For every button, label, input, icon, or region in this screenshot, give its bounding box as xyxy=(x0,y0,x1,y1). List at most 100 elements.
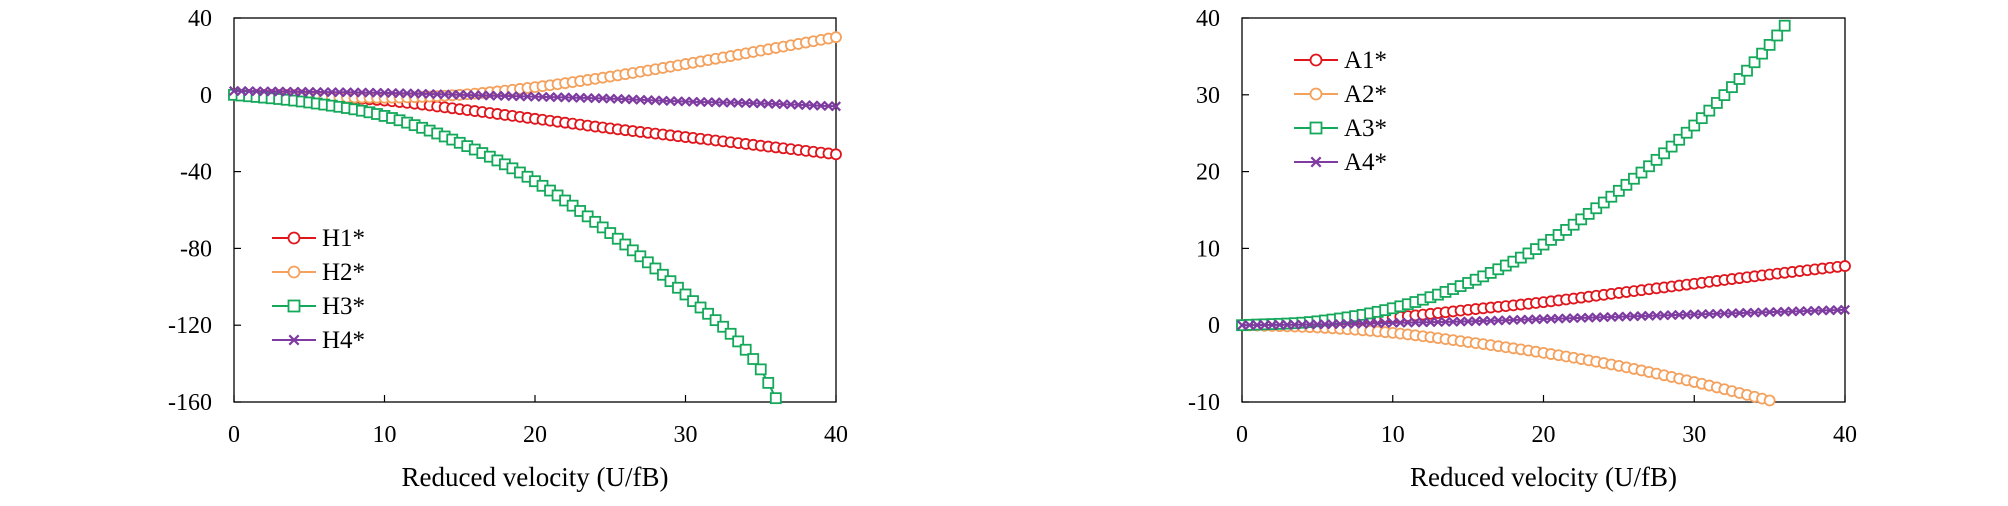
data-point xyxy=(620,94,631,105)
x-tick-label: 20 xyxy=(1532,422,1556,448)
data-point xyxy=(447,89,458,100)
data-point xyxy=(1628,172,1640,185)
data-point xyxy=(1417,317,1428,328)
data-point xyxy=(274,86,285,97)
series-a2 xyxy=(1236,319,1776,407)
data-point xyxy=(1455,316,1466,327)
data-point xyxy=(1297,319,1308,330)
x-tick-label: 0 xyxy=(228,422,240,448)
data-point xyxy=(1839,304,1851,315)
data-point xyxy=(575,92,586,103)
y-tick-label: -40 xyxy=(180,160,212,186)
data-point xyxy=(612,93,623,104)
data-point xyxy=(1561,313,1572,324)
data-point xyxy=(597,93,608,104)
x-tick-label: 10 xyxy=(373,422,397,448)
data-point xyxy=(778,99,789,110)
data-point xyxy=(1635,166,1648,179)
data-point xyxy=(1312,319,1323,330)
data-point xyxy=(1327,319,1338,330)
data-point xyxy=(394,88,405,99)
data-point xyxy=(334,87,345,98)
data-point xyxy=(1342,318,1353,329)
data-point xyxy=(1763,394,1776,407)
data-point xyxy=(1402,317,1413,328)
data-point xyxy=(1802,305,1813,317)
data-point xyxy=(1289,319,1300,330)
data-point xyxy=(770,98,781,109)
data-point xyxy=(672,96,684,107)
legend-marker xyxy=(1309,121,1323,135)
data-point xyxy=(537,91,548,102)
data-point xyxy=(514,91,525,102)
data-point xyxy=(1432,317,1443,328)
series-a4 xyxy=(1236,304,1851,331)
data-point xyxy=(1650,153,1663,166)
data-point xyxy=(1695,112,1708,125)
data-point xyxy=(1839,260,1851,272)
data-point xyxy=(266,86,277,97)
data-point xyxy=(732,335,745,348)
data-point xyxy=(326,87,337,98)
data-point xyxy=(1267,319,1278,330)
y-tick-label: -160 xyxy=(168,390,212,416)
data-point xyxy=(1703,104,1716,117)
data-point xyxy=(634,250,647,263)
data-point xyxy=(304,86,315,97)
data-point xyxy=(1365,318,1376,329)
y-tick-label: 20 xyxy=(1196,160,1220,186)
x-tick-label: 30 xyxy=(674,422,698,448)
data-point xyxy=(1779,306,1790,317)
legend-marker xyxy=(287,265,301,279)
legend-entry: A4* xyxy=(1294,149,1387,176)
data-point xyxy=(687,96,699,107)
data-point xyxy=(755,98,766,109)
data-point xyxy=(709,314,722,327)
data-point xyxy=(793,99,804,110)
data-point xyxy=(1621,311,1632,322)
data-point xyxy=(371,87,383,98)
chart-a-coefficients: 40 30 20 10 0 -10 0 10 20 30 40 Reduced velocity (U… xyxy=(1188,6,1857,492)
data-point xyxy=(439,89,450,100)
data-point xyxy=(1726,81,1738,94)
data-point xyxy=(1772,306,1783,317)
data-point xyxy=(590,93,601,104)
data-point xyxy=(1425,317,1436,328)
data-point xyxy=(1628,311,1639,322)
data-point xyxy=(1553,313,1564,324)
y-tick-label: 10 xyxy=(1196,236,1220,262)
data-point xyxy=(529,91,541,102)
data-point xyxy=(1357,318,1368,329)
data-point xyxy=(1741,307,1753,318)
x-tick-label: 0 xyxy=(1236,422,1248,448)
data-point xyxy=(522,91,533,102)
data-point xyxy=(703,97,714,108)
legend-label: H1* xyxy=(322,225,365,252)
data-point xyxy=(1832,305,1843,316)
data-point xyxy=(763,98,774,109)
y-tick-label: -10 xyxy=(1188,390,1220,416)
data-point xyxy=(724,327,737,340)
data-point xyxy=(641,256,654,269)
data-point xyxy=(830,101,842,112)
data-point xyxy=(1591,312,1602,323)
legend-entry: H3* xyxy=(272,293,365,320)
data-point xyxy=(499,90,510,101)
data-point xyxy=(507,91,518,102)
legend-label: A1* xyxy=(1344,47,1387,74)
data-point xyxy=(717,320,730,333)
data-point xyxy=(1387,317,1398,328)
legend-label: A2* xyxy=(1344,81,1387,108)
data-point xyxy=(462,89,473,101)
data-point xyxy=(1470,316,1481,327)
data-point xyxy=(1643,160,1655,173)
data-point xyxy=(1493,315,1504,326)
x-tick-label: 30 xyxy=(1682,422,1706,448)
data-point xyxy=(1478,315,1489,326)
data-point xyxy=(560,92,571,103)
data-point xyxy=(1530,314,1541,325)
data-point xyxy=(1252,320,1263,331)
data-point xyxy=(567,92,578,103)
data-point xyxy=(1719,308,1730,319)
